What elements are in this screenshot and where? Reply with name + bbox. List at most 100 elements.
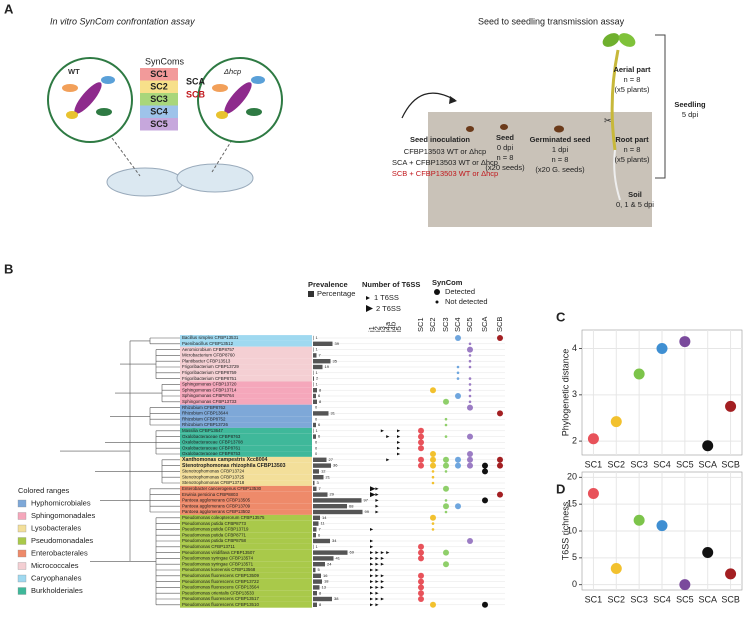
syncom-dot xyxy=(418,596,424,602)
prevalence-bar xyxy=(313,556,334,561)
legend-label: SC3 xyxy=(441,317,450,332)
legend-label: i4a xyxy=(383,321,392,332)
range-band xyxy=(180,590,312,597)
syncom-dot xyxy=(497,335,503,341)
prevalence-value: 1 xyxy=(316,347,319,352)
label: Root part xyxy=(615,135,649,144)
strain-name: Xanthomonas campestris Xcc8004 xyxy=(182,457,267,463)
range-swatch xyxy=(17,537,27,545)
prevalence-bar xyxy=(313,579,322,584)
strain-name: Pseudomonas coleopterorum CFBP13575 xyxy=(182,515,265,520)
syncom-dot xyxy=(418,555,424,562)
prevalence-value: 41 xyxy=(336,555,341,560)
legend-label: Percentage xyxy=(317,289,355,298)
syncom-dot xyxy=(430,387,436,394)
prevalence-value: 99 xyxy=(365,509,370,514)
syncom-dot xyxy=(444,510,448,514)
legend-label: i3 xyxy=(378,326,387,332)
syncom-dot xyxy=(456,365,460,369)
syncom-dot xyxy=(468,377,472,380)
range-band xyxy=(180,369,312,376)
strain-name: Sphingomonas CFBP13733 xyxy=(182,399,237,404)
syncom-dot xyxy=(418,439,424,446)
legend-arrow xyxy=(366,305,373,312)
syncom-dot xyxy=(430,601,436,608)
strain-name: Pseudomonas syringae CFBP13571 xyxy=(182,561,254,566)
y-tick-label: 2 xyxy=(572,435,577,445)
strain-name: Stenotrophomonas CFBP13718 xyxy=(182,480,245,485)
t6ss-arrow xyxy=(370,568,374,572)
range-band xyxy=(180,584,312,591)
range-band xyxy=(180,572,312,579)
syncom-dot xyxy=(444,423,448,427)
prevalence-bar xyxy=(313,370,314,375)
legend-label: Colored ranges xyxy=(18,486,70,495)
prevalence-value: 0 xyxy=(315,445,318,450)
syncom-dot xyxy=(482,462,488,469)
x-tick-label: SC5 xyxy=(676,594,694,604)
syncom-dot xyxy=(430,462,436,469)
legend-label: Pseudomonadales xyxy=(31,536,93,545)
label: SC1 xyxy=(150,69,168,79)
prevalence-value: 29 xyxy=(330,492,335,497)
range-band xyxy=(180,358,312,365)
syncom-dot xyxy=(418,433,424,440)
legend-label: Caryophanales xyxy=(31,573,82,582)
t6ss-arrow xyxy=(370,597,374,601)
legend-label: SCB xyxy=(495,317,504,332)
syncom-box xyxy=(140,93,178,106)
range-band xyxy=(180,468,312,475)
point xyxy=(679,336,691,348)
strain-name: Frigoribacterium CFBP13729 xyxy=(182,364,239,369)
legend-label: i5 xyxy=(394,326,403,332)
syncom-box xyxy=(140,118,178,131)
legend-label: i2 xyxy=(372,326,381,332)
t6ss-arrow xyxy=(375,574,379,578)
label: SCA xyxy=(186,76,206,86)
strain-name: Rhizobium CFBP8752 xyxy=(182,416,226,421)
label: SC3 xyxy=(150,94,168,104)
range-band xyxy=(180,485,312,492)
prevalence-value: 16 xyxy=(323,573,328,578)
strain-name: Frigoribacterium CFBP8751 xyxy=(182,376,237,381)
x-tick-label: SCA xyxy=(698,594,717,604)
t6ss-arrow xyxy=(380,597,384,601)
range-band xyxy=(180,596,312,602)
strain-name: Oxalobacteraceae CFBP8763 xyxy=(182,434,241,439)
x-tick-label: SCA xyxy=(698,459,717,469)
syncom-dot xyxy=(482,601,488,608)
range-band xyxy=(180,375,312,382)
y-tick-label: 0 xyxy=(572,579,577,589)
t6ss-arrow xyxy=(380,556,384,560)
syncom-dot xyxy=(418,462,424,469)
prevalence-value: 0 xyxy=(315,439,318,444)
t6ss-arrow xyxy=(397,429,401,433)
syncom-dot xyxy=(468,394,472,398)
legend-dot xyxy=(435,300,439,304)
t6ss-arrow xyxy=(375,498,379,502)
t6ss-arrow xyxy=(397,435,401,439)
range-swatch xyxy=(17,574,27,583)
prevalence-value: 24 xyxy=(327,561,332,566)
t6ss-arrow xyxy=(370,551,374,555)
label: n = 8 xyxy=(624,145,641,154)
range-band xyxy=(180,480,312,486)
legend-label: SC4 xyxy=(453,317,462,332)
legend-label: 1 T6SS xyxy=(374,293,399,302)
strain-name: Pseudomonas orientalis CFBP13533 xyxy=(182,590,255,595)
syncom-dot xyxy=(443,485,449,492)
prevalence-bar xyxy=(313,469,319,474)
strain-name: Sphingomonas CFBP8764 xyxy=(182,393,235,398)
t6ss-arrow xyxy=(375,487,379,491)
strain-name: Pseudomonas fluorescens CFBP13510 xyxy=(182,602,259,607)
syncom-dot xyxy=(431,528,435,531)
prevalence-bar xyxy=(313,509,363,515)
prevalence-bar xyxy=(313,463,331,468)
prevalence-value: 19 xyxy=(325,364,330,369)
t6ss-arrow xyxy=(375,603,379,607)
prevalence-value: 7 xyxy=(319,352,322,357)
prevalence-value: 3 xyxy=(317,480,320,485)
label: n = 8 xyxy=(497,153,514,162)
syncom-dot xyxy=(443,561,449,568)
